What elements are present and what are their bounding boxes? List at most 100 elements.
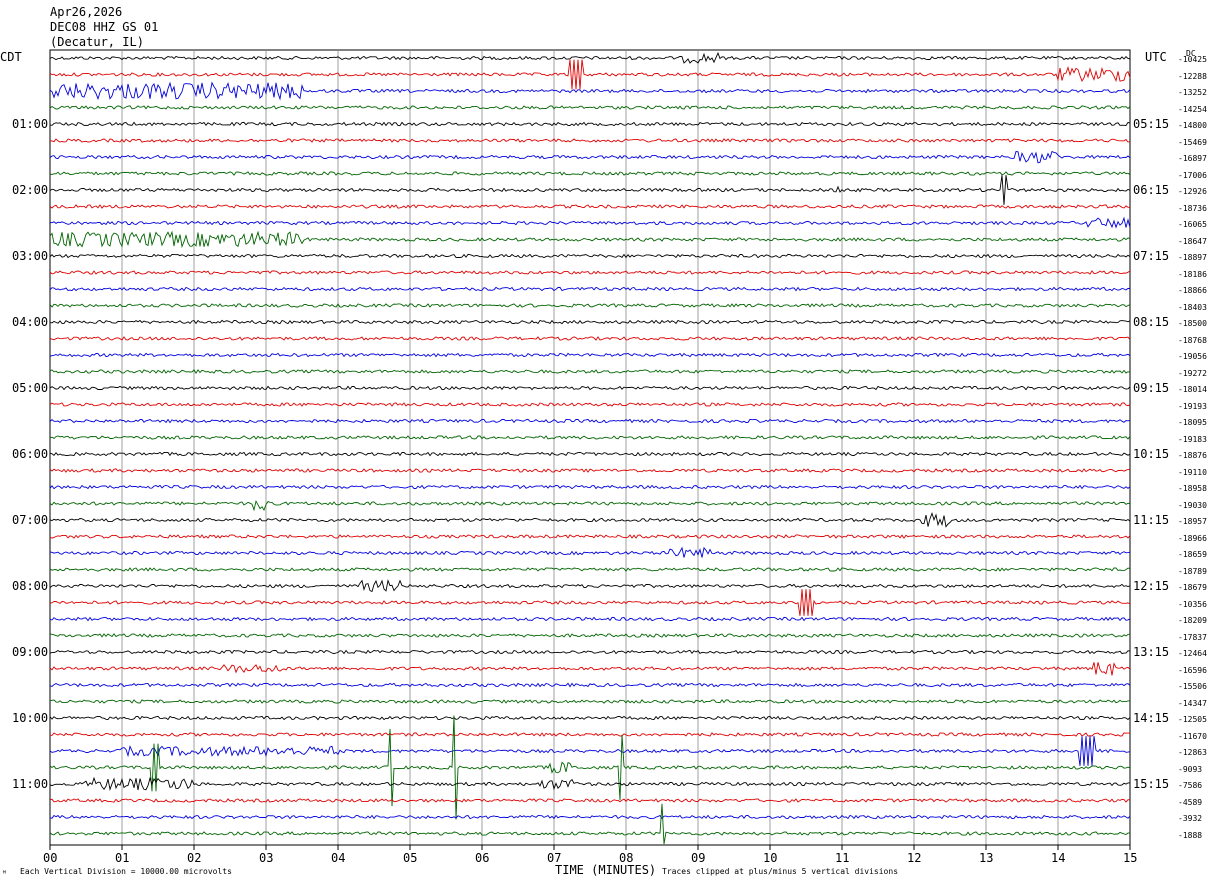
seismic-trace — [49, 105, 1131, 110]
x-tick-label: 12 — [907, 851, 922, 865]
dc-offset-label: -19193 — [1178, 401, 1207, 411]
dc-offset-label: -18966 — [1178, 533, 1207, 543]
seismic-trace — [49, 715, 1131, 721]
dc-offset-label: -16065 — [1178, 220, 1207, 229]
seismic-trace — [49, 286, 1131, 292]
dc-offset-label: -19056 — [1178, 352, 1207, 361]
dc-offset-label: -15469 — [1178, 137, 1207, 147]
right-hour-label: 15:15 — [1133, 777, 1170, 791]
dc-offset-label: -14800 — [1178, 121, 1207, 130]
seismic-trace — [49, 776, 1130, 791]
dc-offset-label: -17006 — [1178, 170, 1207, 180]
seismic-trace — [49, 303, 1131, 308]
dc-offset-label: -9093 — [1178, 764, 1203, 774]
x-tick-label: 04 — [331, 851, 346, 865]
seismic-trace — [49, 633, 1131, 638]
x-tick-label: 09 — [691, 851, 706, 865]
seismic-trace — [49, 699, 1131, 704]
left-hour-label: 03:00 — [12, 249, 49, 263]
dc-offset-label: -1888 — [1178, 830, 1203, 840]
x-tick-label: 03 — [259, 851, 274, 865]
right-hour-label: 11:15 — [1133, 513, 1170, 527]
seismic-trace — [49, 803, 1131, 845]
right-hour-label: 13:15 — [1133, 645, 1170, 659]
x-tick-label: 01 — [115, 851, 130, 865]
dc-offset-label: -18866 — [1178, 286, 1207, 295]
dc-offset-label: -18647 — [1178, 236, 1207, 246]
seismic-trace — [49, 402, 1131, 407]
dc-offset-label: -18958 — [1178, 484, 1207, 493]
seismic-trace — [49, 418, 1131, 424]
seismic-trace — [49, 512, 1131, 528]
x-tick-label: 08 — [619, 851, 634, 865]
seismic-trace — [49, 171, 1131, 176]
dc-offset-label: -14347 — [1178, 698, 1207, 708]
location-label: (Decatur, IL) — [50, 35, 144, 49]
dc-offset-label: -3932 — [1178, 814, 1203, 823]
date-label: Apr26,2026 — [50, 5, 123, 19]
dc-offset-label: -12926 — [1178, 187, 1207, 196]
seismic-trace — [49, 81, 1131, 101]
seismic-trace — [49, 138, 1131, 143]
dc-offset-label: -7586 — [1178, 781, 1203, 790]
seismic-trace — [49, 682, 1131, 688]
dc-header-label: DC — [1186, 49, 1196, 58]
dc-offset-label: -19272 — [1178, 368, 1207, 378]
plot-grid — [49, 49, 1131, 846]
seismic-trace — [49, 121, 1131, 127]
seismic-trace — [49, 616, 1131, 622]
x-tick-label: 05 — [403, 851, 418, 865]
dc-offset-label: -18736 — [1178, 203, 1207, 213]
seismic-trace — [49, 732, 1130, 737]
dc-offset-label: -10356 — [1178, 599, 1207, 609]
dc-offset-label: -18403 — [1178, 302, 1207, 312]
x-tick-label: 06 — [475, 851, 490, 865]
right-hour-label: 10:15 — [1133, 447, 1170, 461]
left-hour-label: 08:00 — [12, 579, 49, 593]
dc-offset-label: -15506 — [1178, 682, 1207, 691]
dc-offset-label: -11670 — [1178, 731, 1207, 741]
dc-offset-label: -12863 — [1178, 748, 1207, 757]
dc-offset-label: -12505 — [1178, 715, 1207, 724]
seismic-trace — [49, 715, 1131, 820]
left-hour-label: 07:00 — [12, 513, 49, 527]
seismic-trace — [49, 230, 1131, 249]
x-tick-label: 15 — [1123, 851, 1138, 865]
dc-offset-label: -18768 — [1178, 335, 1207, 345]
left-hour-label: 04:00 — [12, 315, 49, 329]
seismic-trace — [49, 336, 1131, 341]
left-timezone-label: CDT — [0, 50, 22, 64]
right-hour-label: 08:15 — [1133, 315, 1170, 329]
dc-offset-label: -16897 — [1178, 154, 1207, 163]
seismic-trace — [49, 798, 1131, 803]
seismic-trace — [49, 270, 1131, 275]
dc-offset-label: -18789 — [1178, 566, 1207, 576]
seismic-trace — [49, 369, 1131, 374]
dc-offset-label: -13252 — [1178, 88, 1207, 97]
dc-offset-label: -18659 — [1178, 550, 1207, 559]
dc-offset-label: -18095 — [1178, 418, 1207, 427]
seismic-trace — [49, 352, 1131, 358]
dc-offset-label: -19110 — [1178, 467, 1207, 477]
right-hour-label: 05:15 — [1133, 117, 1170, 131]
station-label: DEC08 HHZ GS 01 — [50, 20, 159, 34]
x-axis-title: TIME (MINUTES) — [555, 863, 657, 877]
left-hour-label: 05:00 — [12, 381, 49, 395]
dc-offset-label: -18679 — [1178, 583, 1207, 592]
dc-offset-label: -18876 — [1178, 451, 1207, 460]
seismic-trace — [49, 546, 1131, 558]
dc-offset-label: -18186 — [1178, 269, 1207, 279]
right-hour-label: 09:15 — [1133, 381, 1170, 395]
dc-offset-label: -18897 — [1178, 253, 1207, 262]
seismic-trace — [49, 499, 1131, 512]
dc-offset-label: -14254 — [1178, 104, 1207, 114]
seismic-trace — [49, 385, 1131, 391]
dc-offset-label: -19030 — [1178, 500, 1207, 510]
seismic-trace — [49, 649, 1131, 655]
dc-offset-label: -12288 — [1178, 71, 1207, 81]
seismic-trace — [49, 253, 1131, 259]
dc-offset-label: -4589 — [1178, 797, 1203, 807]
right-hour-label: 06:15 — [1133, 183, 1170, 197]
dc-offset-label: -18500 — [1178, 319, 1207, 328]
